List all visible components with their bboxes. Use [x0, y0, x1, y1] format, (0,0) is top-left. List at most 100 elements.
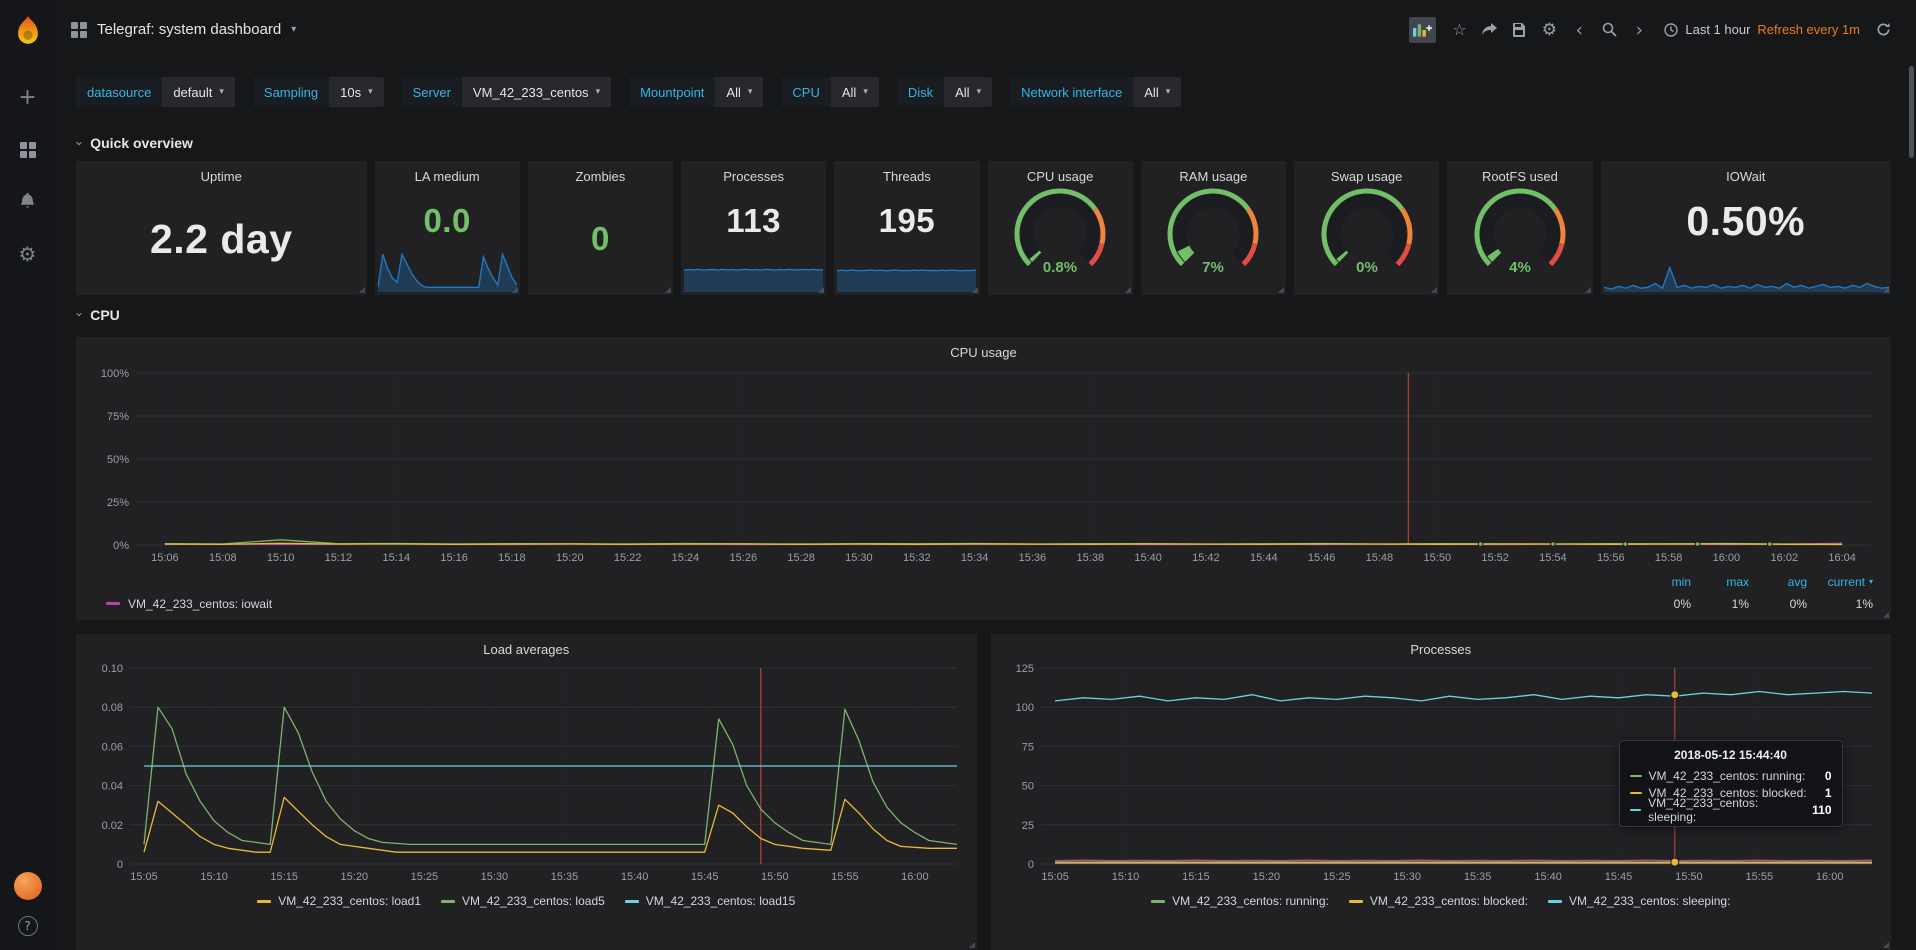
- panel-title[interactable]: CPU usage: [950, 344, 1017, 360]
- filter-label: CPU: [781, 77, 831, 107]
- series-label: VM_42_233_centos: user: [128, 619, 265, 620]
- panel-title[interactable]: Zombies: [575, 169, 626, 184]
- section-cpu[interactable]: › CPU: [55, 295, 1916, 333]
- help-icon[interactable]: ?: [17, 916, 38, 936]
- panel-rootfs-used-gauge: RootFS used 4%: [1447, 161, 1593, 295]
- user-avatar[interactable]: [13, 872, 42, 900]
- legend-current: 1%: [1855, 596, 1873, 611]
- series-name[interactable]: VM_42_233_centos: iowait: [106, 597, 1633, 611]
- dashboard-title[interactable]: Telegraf: system dashboard: [97, 21, 282, 38]
- filter-label: Server: [401, 77, 462, 107]
- cpu-usage-chart[interactable]: 15:06 15:08 15:10 15:12 15:14 15:16 15:18 15:20…: [84, 365, 1883, 567]
- svg-text:15:55: 15:55: [831, 871, 859, 883]
- svg-text:15:26: 15:26: [730, 552, 758, 564]
- panel-title[interactable]: LA medium: [414, 169, 480, 184]
- legend-min: 0%: [1673, 596, 1691, 611]
- time-back-button[interactable]: ‹: [1575, 18, 1584, 41]
- share-button[interactable]: [1476, 17, 1502, 43]
- panel-title[interactable]: IOWait: [1726, 169, 1766, 184]
- panel-title[interactable]: RootFS used: [1481, 169, 1558, 184]
- section-quick-overview[interactable]: › Quick overview: [55, 123, 1916, 161]
- panel-load-averages: Load averages 15:05 15:10 15:15 15:20 15:25 1…: [76, 634, 977, 950]
- panel-title[interactable]: RAM usage: [1179, 169, 1248, 184]
- filter-value-dropdown[interactable]: default ▾: [162, 77, 235, 107]
- svg-text:0: 0: [1027, 859, 1033, 871]
- panel-title[interactable]: Processes: [723, 169, 784, 184]
- svg-text:4%: 4%: [1509, 259, 1531, 276]
- time-picker-button[interactable]: Last 1 hour Refresh every 1m: [1664, 22, 1860, 37]
- legend-col-max[interactable]: max: [1726, 574, 1749, 589]
- legend-item[interactable]: VM_42_233_centos: sleeping:: [1547, 894, 1730, 908]
- sparkline: [1603, 245, 1889, 292]
- scrollbar-thumb[interactable]: [1909, 66, 1914, 158]
- svg-text:15:15: 15:15: [1182, 871, 1210, 883]
- filter-cpu: CPU All ▾: [781, 77, 879, 107]
- panel-title[interactable]: Uptime: [200, 169, 242, 184]
- svg-text:15:20: 15:20: [1252, 871, 1280, 883]
- star-button[interactable]: ☆: [1452, 20, 1467, 39]
- svg-text:75: 75: [1021, 742, 1033, 754]
- panel-title[interactable]: Swap usage: [1330, 169, 1403, 184]
- panel-title[interactable]: Load averages: [483, 642, 570, 658]
- series-color-dash: [1629, 791, 1642, 794]
- filter-value: All: [955, 84, 970, 100]
- grid-icon: [19, 142, 36, 158]
- panel-title[interactable]: CPU usage: [1026, 169, 1094, 184]
- filter-value-dropdown[interactable]: All ▾: [1133, 77, 1182, 107]
- tooltip-series-value: 110: [1812, 802, 1832, 817]
- chart-tooltip: 2018-05-12 15:44:40 VM_42_233_centos: ru…: [1618, 740, 1843, 828]
- legend-row-user: VM_42_233_centos: user 0% 3% 0% 0%: [106, 615, 1873, 620]
- svg-text:16:02: 16:02: [1771, 552, 1799, 564]
- settings-button[interactable]: ⚙: [1541, 19, 1557, 40]
- svg-text:15:25: 15:25: [411, 871, 439, 883]
- save-button[interactable]: [1506, 17, 1532, 43]
- svg-text:15:40: 15:40: [1134, 552, 1162, 564]
- panel-cpu-usage-gauge: CPU usage 0.8%: [987, 161, 1133, 295]
- filter-value-dropdown[interactable]: All ▾: [944, 77, 993, 107]
- zoom-out-button[interactable]: [1596, 17, 1622, 43]
- panel-title[interactable]: Threads: [883, 169, 931, 184]
- svg-text:15:30: 15:30: [845, 552, 873, 564]
- series-color-swatch: [1547, 899, 1562, 903]
- title-caret-icon[interactable]: ▾: [291, 24, 297, 35]
- filter-value-dropdown[interactable]: VM_42_233_centos ▾: [461, 77, 612, 107]
- series-name[interactable]: VM_42_233_centos: user: [106, 619, 1633, 620]
- filter-value-dropdown[interactable]: All ▾: [715, 77, 764, 107]
- svg-text:15:10: 15:10: [200, 871, 228, 883]
- filter-value-dropdown[interactable]: 10s ▾: [329, 77, 384, 107]
- tooltip-series-value: 1: [1824, 785, 1832, 800]
- legend-col-current[interactable]: current ▾: [1807, 575, 1873, 589]
- configuration-gear-icon[interactable]: ⚙: [18, 242, 37, 266]
- legend-current: 0%: [1807, 619, 1873, 620]
- panel-processes-stat: Processes 113: [681, 161, 827, 295]
- tooltip-series-name: VM_42_233_centos: running:: [1648, 768, 1806, 783]
- svg-text:15:38: 15:38: [1077, 552, 1105, 564]
- load-averages-chart[interactable]: 15:05 15:10 15:15 15:20 15:25 15:30 15:35 15:40…: [84, 660, 969, 886]
- caret-down-icon: ▾: [595, 87, 601, 97]
- create-plus-icon[interactable]: +: [18, 85, 37, 110]
- legend-item[interactable]: VM_42_233_centos: load5: [441, 894, 605, 908]
- add-panel-button[interactable]: [1409, 16, 1437, 43]
- grafana-logo[interactable]: [0, 0, 55, 62]
- legend-item[interactable]: VM_42_233_centos: running:: [1151, 894, 1329, 908]
- dashboard-grid-icon: [71, 21, 87, 38]
- dashboards-icon[interactable]: [16, 138, 40, 162]
- legend-item[interactable]: VM_42_233_centos: load15: [624, 894, 795, 908]
- filter-value-dropdown[interactable]: All ▾: [830, 77, 879, 107]
- svg-text:15:40: 15:40: [621, 871, 649, 883]
- collapse-chevron-icon: ›: [71, 140, 87, 146]
- svg-text:15:10: 15:10: [267, 552, 295, 564]
- legend-col-avg[interactable]: avg: [1787, 574, 1807, 589]
- svg-text:7%: 7%: [1203, 259, 1225, 276]
- time-forward-button[interactable]: ›: [1635, 18, 1644, 41]
- panel-title[interactable]: Processes: [1410, 642, 1472, 658]
- alerting-bell-icon[interactable]: [16, 190, 40, 214]
- dashboard-main: Telegraf: system dashboard ▾ ☆ ⚙ ‹ ›: [55, 0, 1916, 950]
- tooltip-series-row: VM_42_233_centos: sleeping: 110: [1629, 796, 1832, 824]
- legend-item[interactable]: VM_42_233_centos: load1: [257, 894, 421, 908]
- caret-down-icon: ▾: [747, 87, 753, 97]
- svg-text:15:45: 15:45: [691, 871, 719, 883]
- refresh-button[interactable]: [1870, 17, 1896, 43]
- legend-col-min[interactable]: min: [1671, 574, 1691, 589]
- legend-item[interactable]: VM_42_233_centos: blocked:: [1348, 894, 1528, 908]
